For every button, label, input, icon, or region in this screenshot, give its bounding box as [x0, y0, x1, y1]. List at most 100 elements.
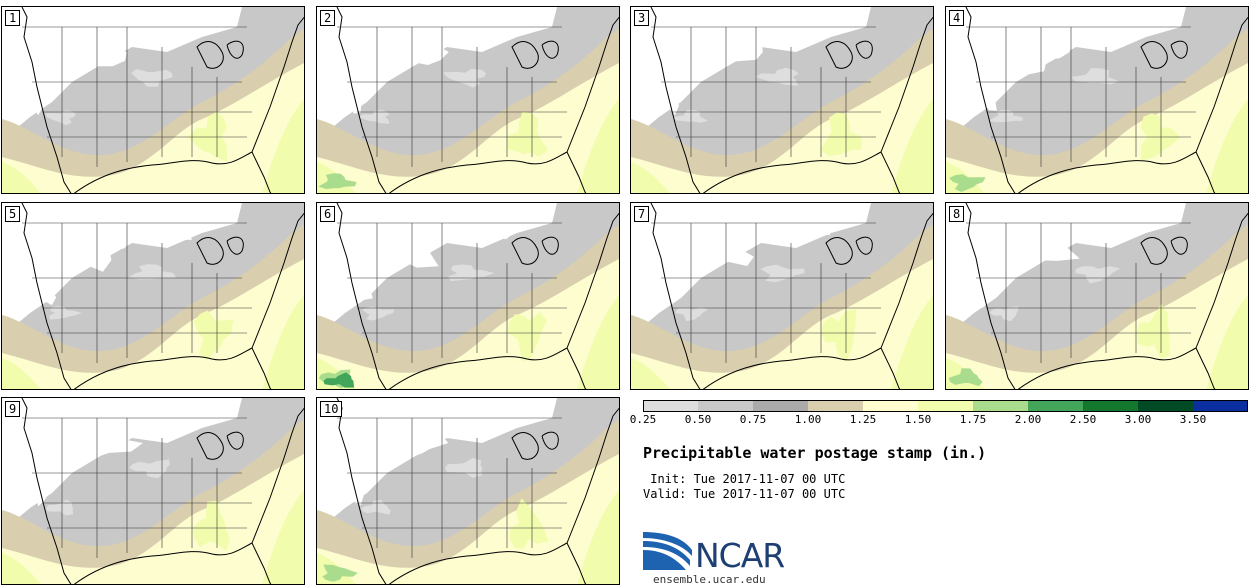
border-line [661, 81, 881, 138]
coastline-layer [965, 203, 1248, 389]
dry-region [690, 31, 763, 75]
state-borders [22, 417, 252, 558]
dry-region [31, 72, 56, 116]
colorbar-tick-label: 2.00 [1014, 413, 1042, 426]
border-line [1005, 27, 1162, 167]
state-borders [651, 26, 881, 167]
colorbar-segment [698, 400, 754, 412]
member-panel: 1 [1, 6, 305, 194]
gulf-coastline [388, 347, 568, 389]
colorbar-tick-label: 1.25 [849, 413, 877, 426]
dry-region [658, 269, 689, 306]
colorbar [643, 400, 1248, 412]
green-region [322, 564, 358, 582]
great-lakes [196, 236, 244, 265]
gulf-coastline [388, 542, 568, 584]
init-time: Init: Tue 2017-11-07 00 UTC [643, 472, 846, 486]
dry-region [148, 411, 203, 436]
dry-region [678, 228, 754, 266]
pale-yellow-region [317, 454, 619, 584]
florida-coastline [566, 347, 587, 389]
great-lakes [196, 40, 244, 69]
colorbar-segment [973, 400, 1029, 412]
pwat-map [2, 7, 304, 193]
west-coastline [965, 203, 1016, 389]
colorbar-tick-label: 3.00 [1124, 413, 1152, 426]
florida-coastline [1195, 151, 1216, 193]
valid-time: Valid: Tue 2017-11-07 00 UTC [643, 487, 846, 501]
dry-region [50, 231, 126, 272]
florida-coastline [251, 542, 272, 584]
logo-url: ensemble.ucar.edu [653, 573, 766, 586]
pale-yellow-region [2, 63, 304, 193]
dry-region [993, 228, 1080, 262]
border-line [347, 277, 567, 334]
great-lakes [196, 431, 244, 460]
light-gray-region [675, 307, 708, 322]
light-green-region [1136, 303, 1170, 359]
light-gray-region [989, 306, 1019, 322]
florida-coastline [251, 151, 272, 193]
gulf-coastline [702, 347, 882, 389]
member-number-label: 7 [634, 206, 650, 222]
light-green-region [507, 312, 548, 362]
colorbar-segment [643, 400, 699, 412]
member-panel: 6 [316, 202, 620, 390]
colorbar-tick-label: 0.25 [629, 413, 657, 426]
light-green-region [577, 295, 619, 389]
light-gray-region [129, 459, 170, 479]
pale-yellow-region [2, 259, 304, 389]
gulf-coastline [1017, 347, 1197, 389]
member-number-label: 5 [5, 206, 21, 222]
east-coastline [1195, 16, 1248, 153]
member-panel: 7 [630, 202, 934, 390]
dry-region [342, 464, 369, 506]
light-green-region [820, 112, 862, 157]
east-coastline [251, 407, 304, 544]
pwat-map [2, 203, 304, 389]
border-line [61, 418, 218, 558]
dry-region [462, 413, 517, 438]
west-coastline [336, 203, 387, 389]
colorbar-tick-label: 1.00 [794, 413, 822, 426]
border-line [976, 81, 1196, 138]
member-panel: 4 [945, 6, 1249, 194]
colorbar-tick-label: 2.50 [1069, 413, 1097, 426]
light-green-region [262, 99, 304, 193]
green-region [949, 174, 986, 192]
light-gray-region [443, 68, 487, 88]
pale-yellow-region [946, 63, 1248, 193]
state-borders [22, 26, 252, 167]
dry-region [969, 71, 998, 111]
member-panel: 5 [1, 202, 305, 390]
light-green-region [262, 490, 304, 584]
dry-region [1005, 33, 1070, 75]
border-line [347, 472, 567, 529]
west-coastline [650, 7, 701, 193]
light-green-region [509, 498, 549, 550]
east-coastline [566, 212, 619, 349]
light-green-region [506, 111, 549, 157]
west-coastline [336, 7, 387, 193]
colorbar-tick-label: 1.50 [904, 413, 932, 426]
light-gray-region [448, 264, 495, 282]
light-green-region [188, 111, 228, 162]
dry-region [28, 467, 58, 507]
florida-coastline [566, 151, 587, 193]
gulf-coastline [388, 151, 568, 193]
light-green-region [2, 553, 41, 584]
dry-region [341, 268, 373, 302]
light-gray-region [1070, 68, 1119, 85]
florida-coastline [1195, 347, 1216, 389]
colorbar-segment [1193, 400, 1248, 412]
great-lakes [825, 236, 873, 265]
light-green-region [1206, 99, 1248, 193]
dry-region [360, 228, 443, 268]
member-panel: 3 [630, 6, 934, 194]
colorbar-frame [643, 400, 1248, 412]
member-panel: 8 [945, 202, 1249, 390]
dry-region [1091, 216, 1149, 239]
dry-region [151, 17, 201, 45]
light-gray-region [1075, 266, 1120, 284]
coastline-layer [650, 7, 933, 193]
